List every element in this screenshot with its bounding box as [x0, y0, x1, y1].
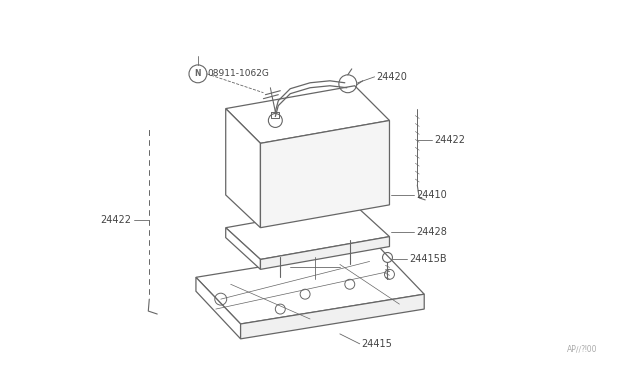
- Text: 24420: 24420: [376, 72, 408, 82]
- Text: 24415: 24415: [362, 339, 392, 349]
- Polygon shape: [260, 121, 390, 228]
- Polygon shape: [226, 228, 260, 269]
- Polygon shape: [226, 109, 260, 228]
- Text: 08911-1062G: 08911-1062G: [208, 69, 269, 78]
- Circle shape: [355, 160, 365, 170]
- Text: N: N: [195, 69, 201, 78]
- Text: 24428: 24428: [416, 227, 447, 237]
- Polygon shape: [241, 294, 424, 339]
- Text: 24422: 24422: [434, 135, 465, 145]
- Text: AP∕∕⁈00: AP∕∕⁈00: [568, 345, 598, 354]
- Polygon shape: [196, 247, 424, 324]
- Text: 24415B: 24415B: [410, 254, 447, 264]
- Polygon shape: [260, 237, 390, 269]
- Text: 24410: 24410: [416, 190, 447, 200]
- Text: 24422: 24422: [100, 215, 131, 225]
- Circle shape: [268, 113, 282, 128]
- Polygon shape: [196, 277, 241, 339]
- Polygon shape: [226, 205, 390, 259]
